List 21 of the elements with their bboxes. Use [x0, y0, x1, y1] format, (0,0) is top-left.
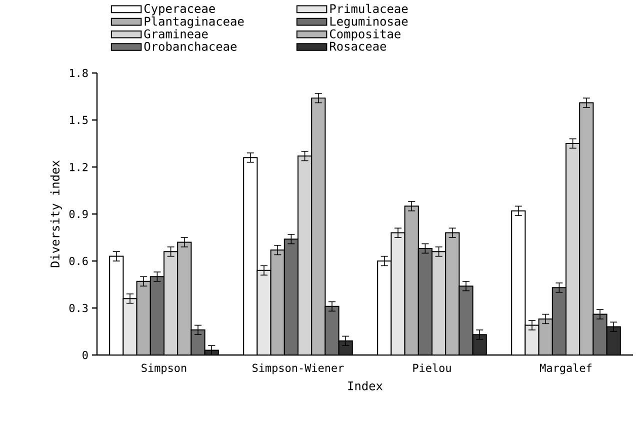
legend-label: Rosaceae: [330, 42, 386, 51]
y-tick-label: 1.5: [70, 116, 88, 124]
legend-label: Orobanchaceae: [144, 42, 237, 51]
x-tick-label: Margalef: [540, 364, 592, 374]
y-tick-label: 0.3: [69, 304, 88, 312]
legend-label: Cyperaceae: [144, 4, 215, 16]
y-axis-title: Diversity index: [50, 160, 62, 268]
x-tick-label: Simpson-Wiener: [252, 364, 344, 374]
y-tick-label: 0.6: [69, 256, 88, 266]
legend-label: Gramineae: [144, 29, 208, 38]
x-axis-title: Index: [348, 381, 383, 390]
legend-label: Compositae: [330, 29, 400, 41]
x-tick-label: Simpson: [142, 364, 186, 374]
legend-label: Leguminosae: [330, 16, 408, 28]
y-tick-label: 0: [82, 350, 88, 360]
y-tick-label: 0.9: [69, 210, 88, 218]
y-tick-label: 1.2: [70, 162, 88, 172]
x-tick-label: Pielou: [413, 364, 451, 372]
y-tick-label: 1.8: [70, 68, 88, 78]
legend-label: Plantaginaceae: [144, 16, 244, 28]
legend-label: Primulaceae: [330, 4, 408, 14]
